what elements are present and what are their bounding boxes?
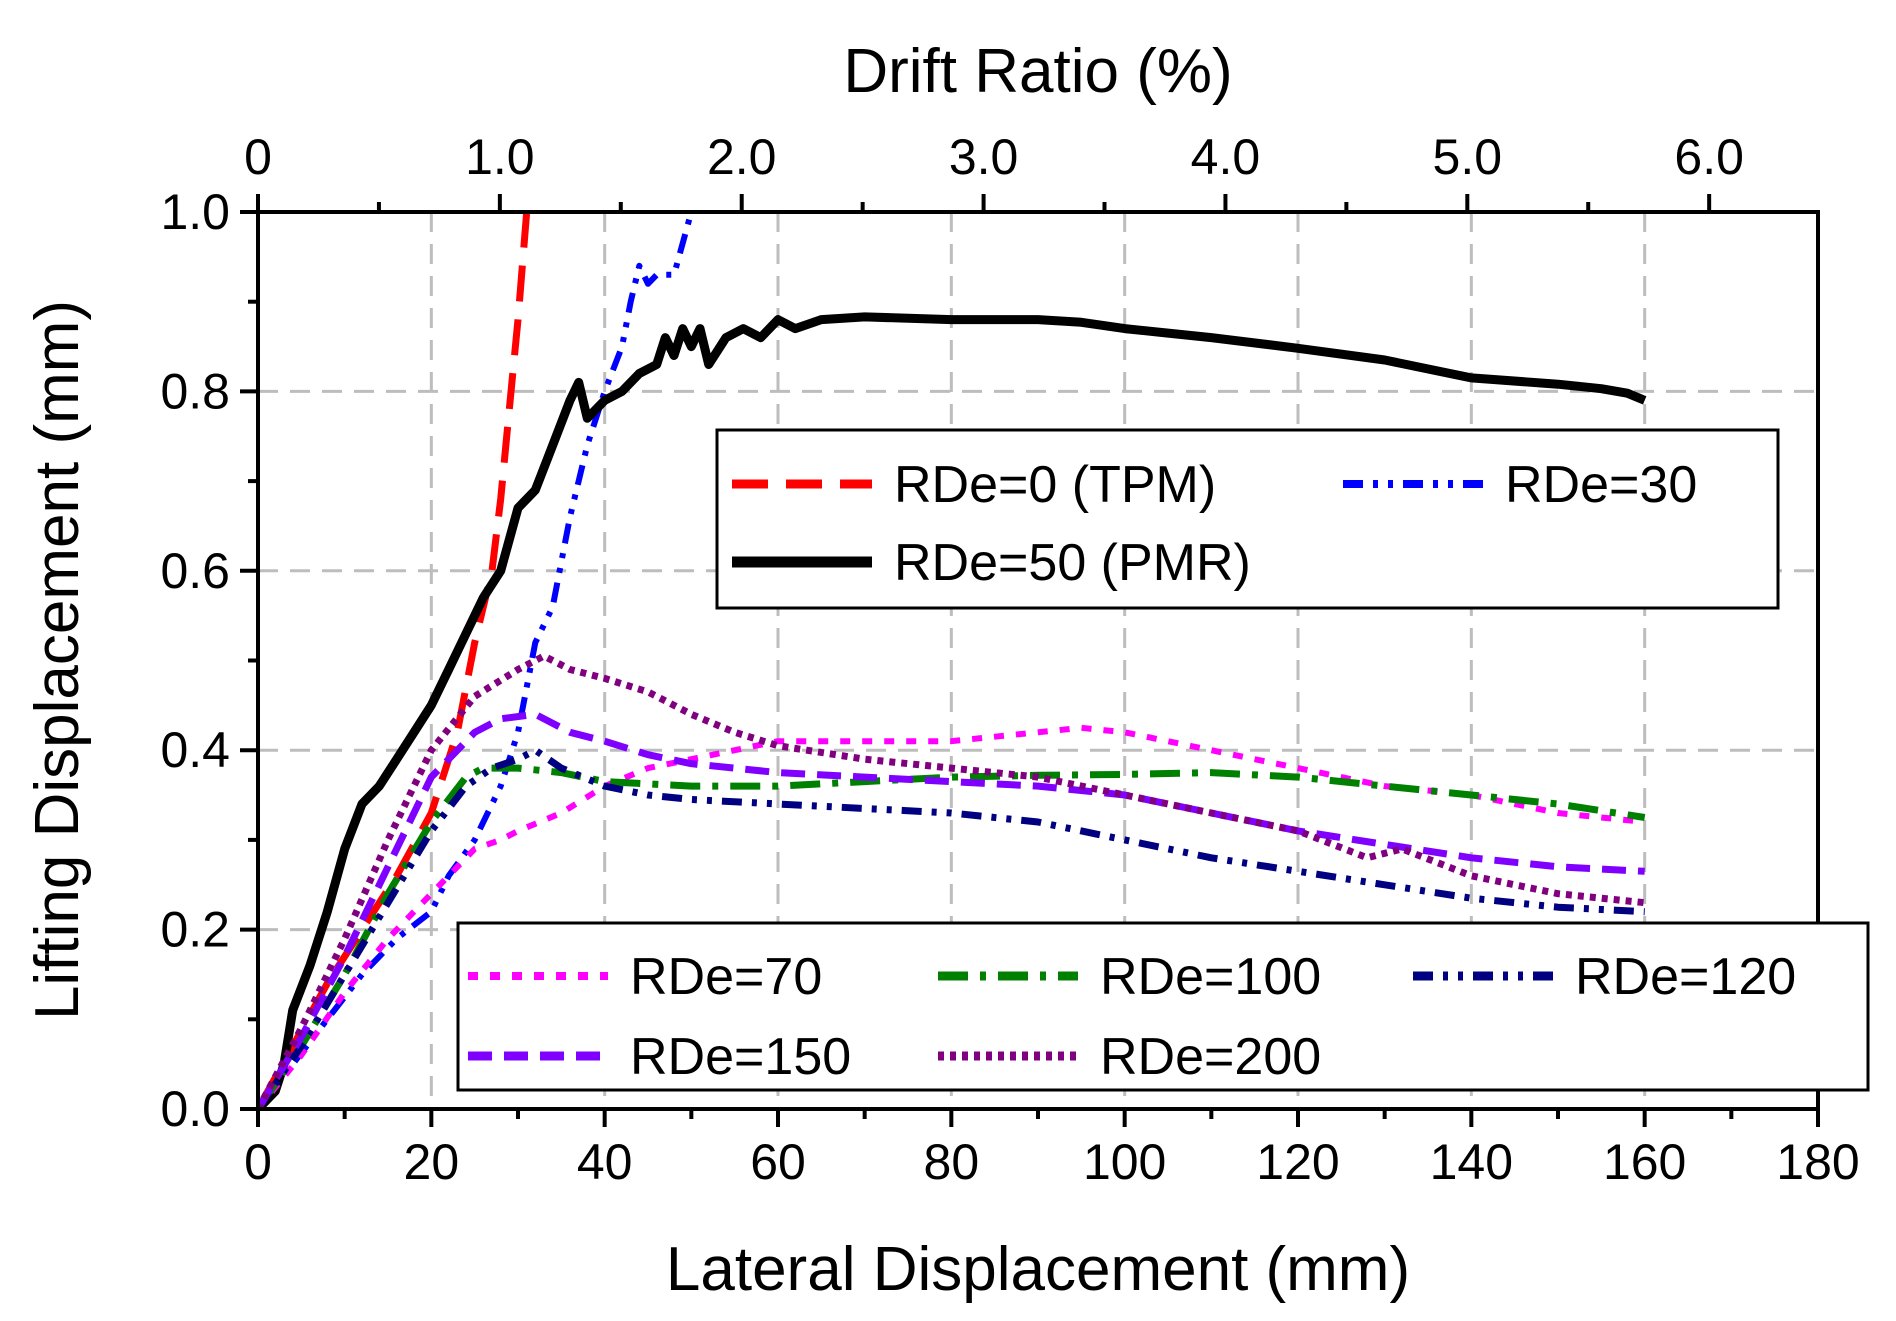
x2-tick-label: 4.0	[1191, 129, 1261, 185]
x-tick-label: 100	[1083, 1134, 1166, 1190]
top-axis-title: Drift Ratio (%)	[843, 37, 1232, 106]
legend-label-4: RDe=100	[1100, 948, 1321, 1006]
legend-label-1: RDe=30	[1505, 456, 1697, 514]
legend-label-3: RDe=70	[630, 948, 822, 1006]
axis-ticks	[240, 194, 1820, 1127]
x2-tick-label: 3.0	[949, 129, 1019, 185]
x2-tick-label: 1.0	[465, 129, 535, 185]
series-line-2	[258, 312, 1647, 1109]
y-tick-label: 0.8	[160, 363, 230, 419]
axis-tick-labels: 0 20 40 60 80 100 120 140 160 180 0.0 0.2 0.4 0.6 0.8 1…	[160, 129, 1859, 1190]
legend-upper-box	[715, 428, 1780, 610]
legend-label-6: RDe=150	[630, 1028, 851, 1086]
x-tick-label: 120	[1256, 1134, 1339, 1190]
series-line-6	[258, 710, 1645, 1109]
legend-label-0: RDe=0 (TPM)	[894, 456, 1216, 514]
x2-tick-label: 5.0	[1433, 129, 1503, 185]
x2-tick-label: 2.0	[707, 129, 777, 185]
x-tick-label: 160	[1603, 1134, 1686, 1190]
series-layer	[258, 212, 1647, 1109]
legend-upper: RDe=0 (TPM) RDe=30 RDe=50 (PMR)	[715, 428, 1780, 610]
y-tick-label: 0.4	[160, 722, 230, 778]
y-axis-title: Lifting Displacement (mm)	[23, 300, 92, 1020]
x-tick-label: 20	[404, 1134, 460, 1190]
legend-label-5: RDe=120	[1575, 948, 1796, 1006]
legend-lower: RDe=70 RDe=100 RDe=120 RDe=150 RDe=200	[456, 921, 1870, 1092]
x-tick-label: 0	[244, 1134, 272, 1190]
x-tick-label: 60	[750, 1134, 806, 1190]
x-tick-label: 180	[1776, 1134, 1859, 1190]
series-line-5	[258, 746, 1645, 1109]
series-line-7	[258, 652, 1646, 1109]
legend-label-7: RDe=200	[1100, 1028, 1321, 1086]
series-line-1	[258, 212, 695, 1109]
y-tick-label: 1.0	[160, 184, 230, 240]
x-tick-label: 40	[577, 1134, 633, 1190]
x2-tick-label: 6.0	[1674, 129, 1744, 185]
series-line-0	[258, 212, 531, 1109]
y-tick-label: 0.6	[160, 543, 230, 599]
x-tick-label: 80	[924, 1134, 980, 1190]
y-tick-label: 0.2	[160, 902, 230, 958]
x-tick-label: 140	[1430, 1134, 1513, 1190]
legend-lower-box	[456, 921, 1870, 1092]
y-tick-label: 0.0	[160, 1081, 230, 1137]
legend-label-2: RDe=50 (PMR)	[894, 534, 1251, 592]
series-line-3	[258, 724, 1646, 1109]
x2-tick-label: 0	[244, 129, 272, 185]
series-line-4	[258, 764, 1646, 1109]
x-axis-title: Lateral Displacement (mm)	[666, 1235, 1410, 1304]
